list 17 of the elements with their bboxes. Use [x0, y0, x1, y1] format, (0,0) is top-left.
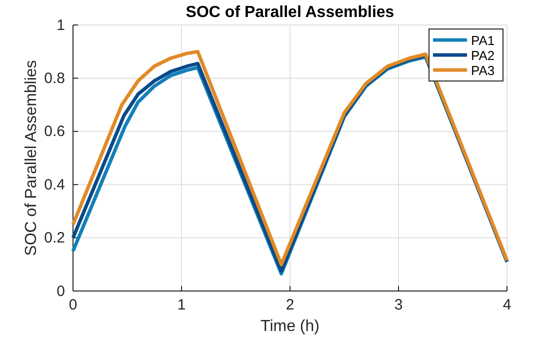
legend-label: PA2 — [471, 48, 495, 63]
y-tick-label: 0.8 — [44, 70, 65, 87]
x-tick-label: 4 — [502, 296, 512, 314]
y-tick-label: 0.6 — [44, 123, 65, 140]
x-axis-title: Time (h) — [260, 318, 320, 335]
x-tick-label: 3 — [394, 296, 403, 314]
y-tick-label: 0.2 — [44, 230, 65, 247]
y-tick-label: 0.4 — [44, 176, 65, 194]
y-tick-label: 1 — [56, 16, 65, 34]
chart-title: SOC of Parallel Assemblies — [186, 4, 394, 21]
x-tick-label: 0 — [68, 296, 78, 314]
y-tick-label: 0 — [56, 282, 65, 300]
legend-label: PA3 — [471, 63, 495, 78]
x-tick-label: 2 — [286, 296, 294, 314]
x-tick-label: 1 — [177, 296, 186, 314]
legend-label: PA1 — [471, 33, 495, 48]
y-axis-title: SOC of Parallel Assemblies — [23, 60, 40, 256]
